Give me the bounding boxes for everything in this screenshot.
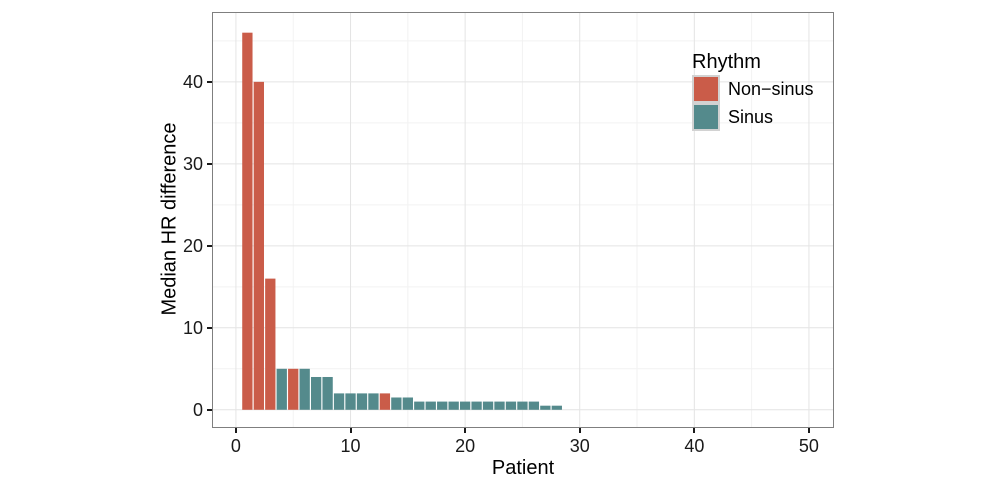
x-tick-label-50: 50 [798, 436, 819, 456]
x-axis-tick-10 [349, 428, 352, 433]
legend-swatch-non-sinus-icon [692, 75, 720, 103]
y-axis-tick-20 [207, 244, 212, 247]
x-tick-label-20: 20 [455, 436, 476, 456]
y-tick-label-10: 10 [182, 317, 203, 338]
legend-item-non-sinus: Non−sinus [692, 75, 814, 103]
bar-patient-22 [482, 401, 494, 410]
bar-patient-28 [551, 405, 562, 410]
bar-patient-1 [242, 32, 253, 410]
bar-patient-27 [540, 405, 551, 410]
bar-patient-15 [402, 397, 413, 410]
bar-patient-10 [345, 393, 356, 410]
bar-patient-21 [471, 401, 482, 410]
legend-label-sinus: Sinus [728, 106, 774, 127]
y-tick-label-30: 30 [182, 153, 203, 174]
bar-patient-9 [333, 393, 345, 410]
bar-patient-20 [459, 401, 471, 410]
y-tick-label-40: 40 [182, 71, 203, 92]
bar-patient-12 [368, 393, 379, 410]
y-tick-label-20: 20 [182, 235, 203, 256]
bar-patient-14 [391, 397, 402, 410]
bar-patient-23 [494, 401, 505, 410]
y-tick-label-0: 0 [192, 399, 203, 420]
x-tick-label-0: 0 [230, 436, 241, 456]
x-tick-label-10: 10 [340, 436, 361, 456]
plot-panel [212, 12, 834, 428]
bar-patient-18 [437, 401, 448, 410]
bar-patient-4 [276, 368, 287, 410]
bar-patient-6 [299, 368, 310, 410]
plot-area-svg [213, 13, 833, 427]
x-axis-title: Patient [491, 457, 555, 479]
bar-patient-19 [448, 401, 459, 410]
x-axis-tick-20 [464, 428, 467, 433]
x-tick-label-30: 30 [569, 436, 590, 456]
bar-patient-5 [288, 368, 299, 410]
bar-patient-7 [310, 376, 322, 410]
y-axis-tick-30 [207, 162, 212, 165]
bar-patient-8 [322, 376, 333, 410]
bar-patient-11 [356, 393, 368, 410]
y-axis-tick-40 [207, 80, 212, 83]
legend-swatch-sinus-icon [692, 103, 720, 131]
x-tick-label-40: 40 [684, 436, 705, 456]
bar-patient-25 [517, 401, 528, 410]
y-axis-tick-0 [207, 408, 212, 411]
x-axis-tick-40 [693, 428, 696, 433]
bar-patient-24 [505, 401, 517, 410]
x-axis-tick-30 [578, 428, 581, 433]
bar-patient-17 [425, 401, 436, 410]
legend-title: Rhythm [692, 51, 761, 73]
bar-patient-13 [379, 393, 391, 410]
x-axis-tick-0 [234, 428, 237, 433]
bar-patient-26 [528, 401, 540, 410]
legend-label-non-sinus: Non−sinus [728, 78, 814, 99]
bar-patient-3 [265, 278, 276, 410]
bar-patient-16 [414, 401, 425, 410]
y-axis-title: Median HR difference [158, 122, 181, 316]
bar-patient-2 [253, 81, 264, 410]
x-axis-tick-50 [807, 428, 810, 433]
legend-item-sinus: Sinus [692, 103, 814, 131]
y-axis-tick-10 [207, 326, 212, 329]
legend: Rhythm Non−sinus Sinus [692, 50, 814, 131]
